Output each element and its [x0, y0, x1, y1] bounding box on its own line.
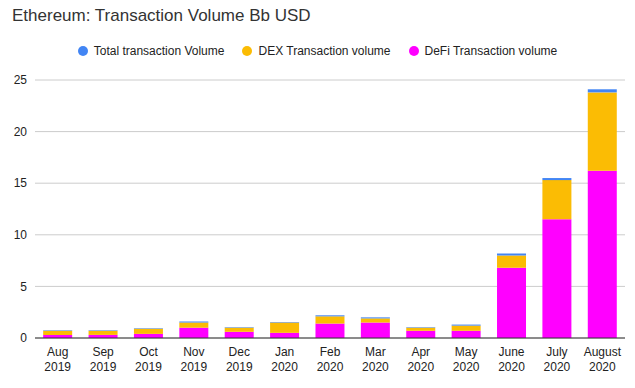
svg-text:Dec2019: Dec2019 [226, 345, 253, 374]
svg-text:Apr2020: Apr2020 [407, 345, 434, 374]
svg-text:Aug2019: Aug2019 [44, 345, 71, 374]
svg-text:Jan2020: Jan2020 [271, 345, 298, 374]
svg-text:10: 10 [14, 228, 28, 242]
svg-text:25: 25 [14, 73, 28, 87]
svg-text:20: 20 [14, 125, 28, 139]
svg-text:5: 5 [20, 280, 27, 294]
html-text:DEX Transaction volume: DEX Transaction volume [258, 44, 391, 58]
svg-text:Mar2020: Mar2020 [362, 345, 389, 374]
svg-text:May2020: May2020 [453, 345, 480, 374]
svg-text:Feb2020: Feb2020 [317, 345, 344, 374]
html-text:DeFi Transaction volume: DeFi Transaction volume [424, 44, 558, 58]
svg-text:July2020: July2020 [544, 345, 571, 374]
html-text:Ethereum: Transaction Volume B: Ethereum: Transaction Volume Bb USD [12, 6, 311, 25]
svg-text:Oct2019: Oct2019 [135, 345, 162, 374]
html-text:Total transaction Volume: Total transaction Volume [93, 44, 225, 58]
svg-text:Nov2019: Nov2019 [180, 345, 207, 374]
svg-text:15: 15 [14, 176, 28, 190]
svg-text:August2020: August2020 [584, 345, 622, 374]
svg-text:Sep2019: Sep2019 [90, 345, 117, 374]
svg-text:0: 0 [20, 331, 27, 345]
svg-text:June2020: June2020 [498, 345, 525, 374]
